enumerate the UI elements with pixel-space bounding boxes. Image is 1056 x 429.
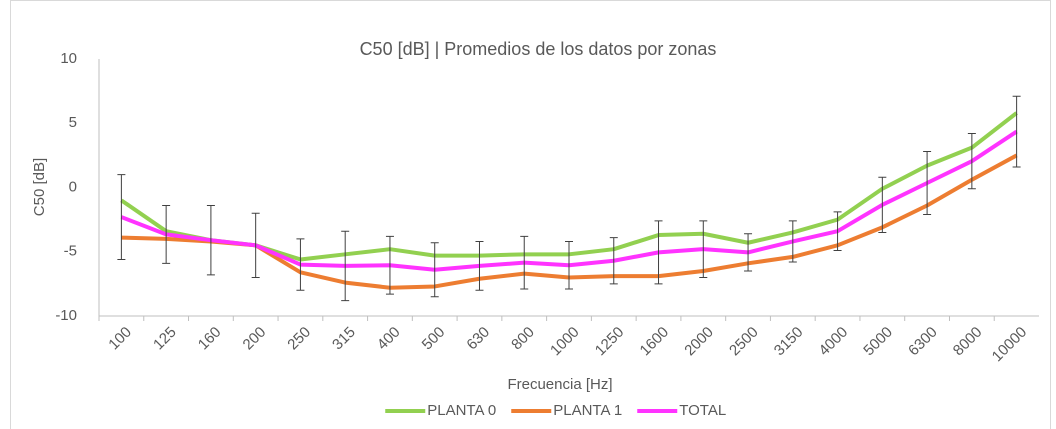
x-tick-label: 1000: [547, 324, 583, 360]
x-tick-label: 2500: [726, 324, 762, 360]
x-tick-label: 2000: [681, 324, 717, 360]
error-bar: [699, 220, 708, 278]
error-bar: [475, 240, 484, 291]
x-tick-label: 125: [150, 324, 180, 354]
y-tick-label: -10: [55, 307, 77, 324]
x-tick-label: 315: [329, 324, 359, 354]
error-bar: [296, 238, 305, 291]
x-tick-label: 500: [419, 324, 449, 354]
x-axis-label: Frecuencia [Hz]: [507, 376, 612, 393]
y-tick-label: 5: [69, 114, 77, 131]
x-tick-label: 200: [240, 324, 270, 354]
error-bar: [1012, 95, 1021, 168]
x-tick-label: 250: [284, 324, 314, 354]
error-bar: [565, 240, 573, 290]
x-tick-label: 4000: [816, 324, 852, 360]
error-bar: [162, 204, 171, 264]
x-tick-label: 160: [195, 324, 225, 354]
x-tick-label: 1600: [637, 324, 673, 360]
error-bar: [833, 211, 842, 251]
y-tick-label: 10: [60, 50, 77, 67]
error-bar: [385, 235, 394, 295]
legend-label: PLANTA 1: [553, 402, 622, 419]
x-tick-label: 5000: [860, 324, 896, 360]
x-tick-label: 3150: [771, 324, 807, 360]
legend-label: PLANTA 0: [427, 402, 496, 419]
x-tick-label: 630: [463, 324, 493, 354]
y-tick-label: 0: [69, 178, 77, 195]
error-bar: [967, 133, 976, 190]
chart-title: C50 [dB] | Promedios de los datos por zo…: [360, 39, 717, 59]
error-bar: [744, 233, 753, 272]
x-tick-label: 1250: [592, 324, 628, 360]
x-tick-label: 6300: [905, 324, 941, 360]
y-tick-label: -5: [64, 243, 77, 260]
x-tick-label: 10000: [989, 324, 1031, 366]
x-tick-label: 100: [105, 324, 135, 354]
error-bar: [251, 212, 260, 278]
legend-label: TOTAL: [679, 402, 726, 419]
y-axis-label: C50 [dB]: [31, 158, 48, 216]
error-bar: [788, 220, 797, 263]
error-bar: [520, 235, 529, 290]
chart-frame: [10, 0, 1051, 429]
error-bar: [878, 176, 887, 233]
error-bar: [206, 204, 215, 276]
error-bar: [654, 220, 663, 285]
x-tick-label: 400: [374, 324, 404, 354]
error-bar: [430, 242, 439, 298]
error-bar: [609, 237, 618, 285]
error-bar: [117, 174, 126, 260]
error-bar: [923, 151, 932, 215]
error-bar: [341, 230, 350, 302]
x-tick-label: 8000: [950, 324, 986, 360]
x-tick-label: 800: [508, 324, 538, 354]
